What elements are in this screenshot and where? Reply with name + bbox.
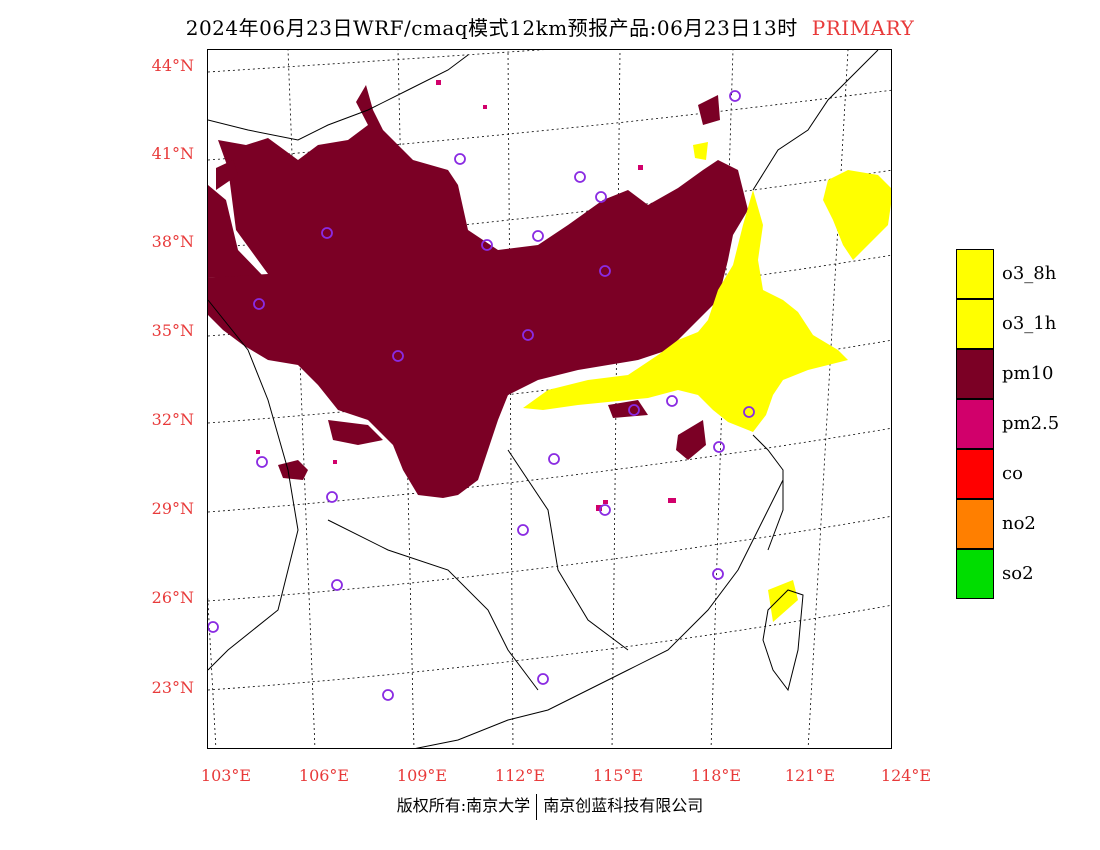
legend-label: o3_1h [1002,313,1057,334]
copyright-right: 南京创蓝科技有限公司 [543,796,704,815]
o3-region [523,142,891,622]
lat-label-26: 26°N [151,588,194,607]
map-title: 2024年06月23日WRF/cmaq模式12km预报产品:06月23日13时 P… [0,12,1100,41]
pm10-region [208,85,748,498]
lon-label-115: 115°E [592,766,644,785]
lon-label-124: 124°E [880,766,932,785]
lon-label-106: 106°E [298,766,350,785]
pollution-map [208,50,891,748]
legend-label: no2 [1002,513,1036,534]
legend-label: so2 [1002,563,1034,584]
legend-swatch [956,449,994,499]
lon-label-118: 118°E [690,766,742,785]
pm25-specks [256,80,676,511]
legend-swatch [956,549,994,599]
primary-tag: PRIMARY [811,16,915,40]
footer-divider [536,793,538,820]
legend-label: o3_8h [1002,263,1057,284]
lon-label-121: 121°E [784,766,836,785]
legend-swatch [956,349,994,399]
lon-label-103: 103°E [200,766,252,785]
title-text: 2024年06月23日WRF/cmaq模式12km预报产品:06月23日13时 [185,16,798,40]
lat-label-38: 38°N [151,232,194,251]
lon-label-112: 112°E [494,766,546,785]
copyright-footer: 版权所有:南京大学 南京创蓝科技有限公司 [0,792,1100,820]
lat-label-41: 41°N [151,144,194,163]
legend-label: pm2.5 [1002,413,1060,434]
station-markers [208,90,755,701]
boundaries [208,50,879,748]
lat-label-32: 32°N [151,410,194,429]
lat-label-44: 44°N [151,56,194,75]
legend-swatch [956,399,994,449]
legend-label: co [1002,463,1023,484]
legend-swatch [956,299,994,349]
copyright-left: 版权所有:南京大学 [396,796,531,815]
lat-label-23: 23°N [151,678,194,697]
legend-swatch [956,499,994,549]
lat-label-35: 35°N [151,321,194,340]
legend-label: pm10 [1002,363,1054,384]
lon-label-109: 109°E [396,766,448,785]
legend-swatch [956,249,994,299]
lat-label-29: 29°N [151,499,194,518]
map-area [207,49,892,749]
